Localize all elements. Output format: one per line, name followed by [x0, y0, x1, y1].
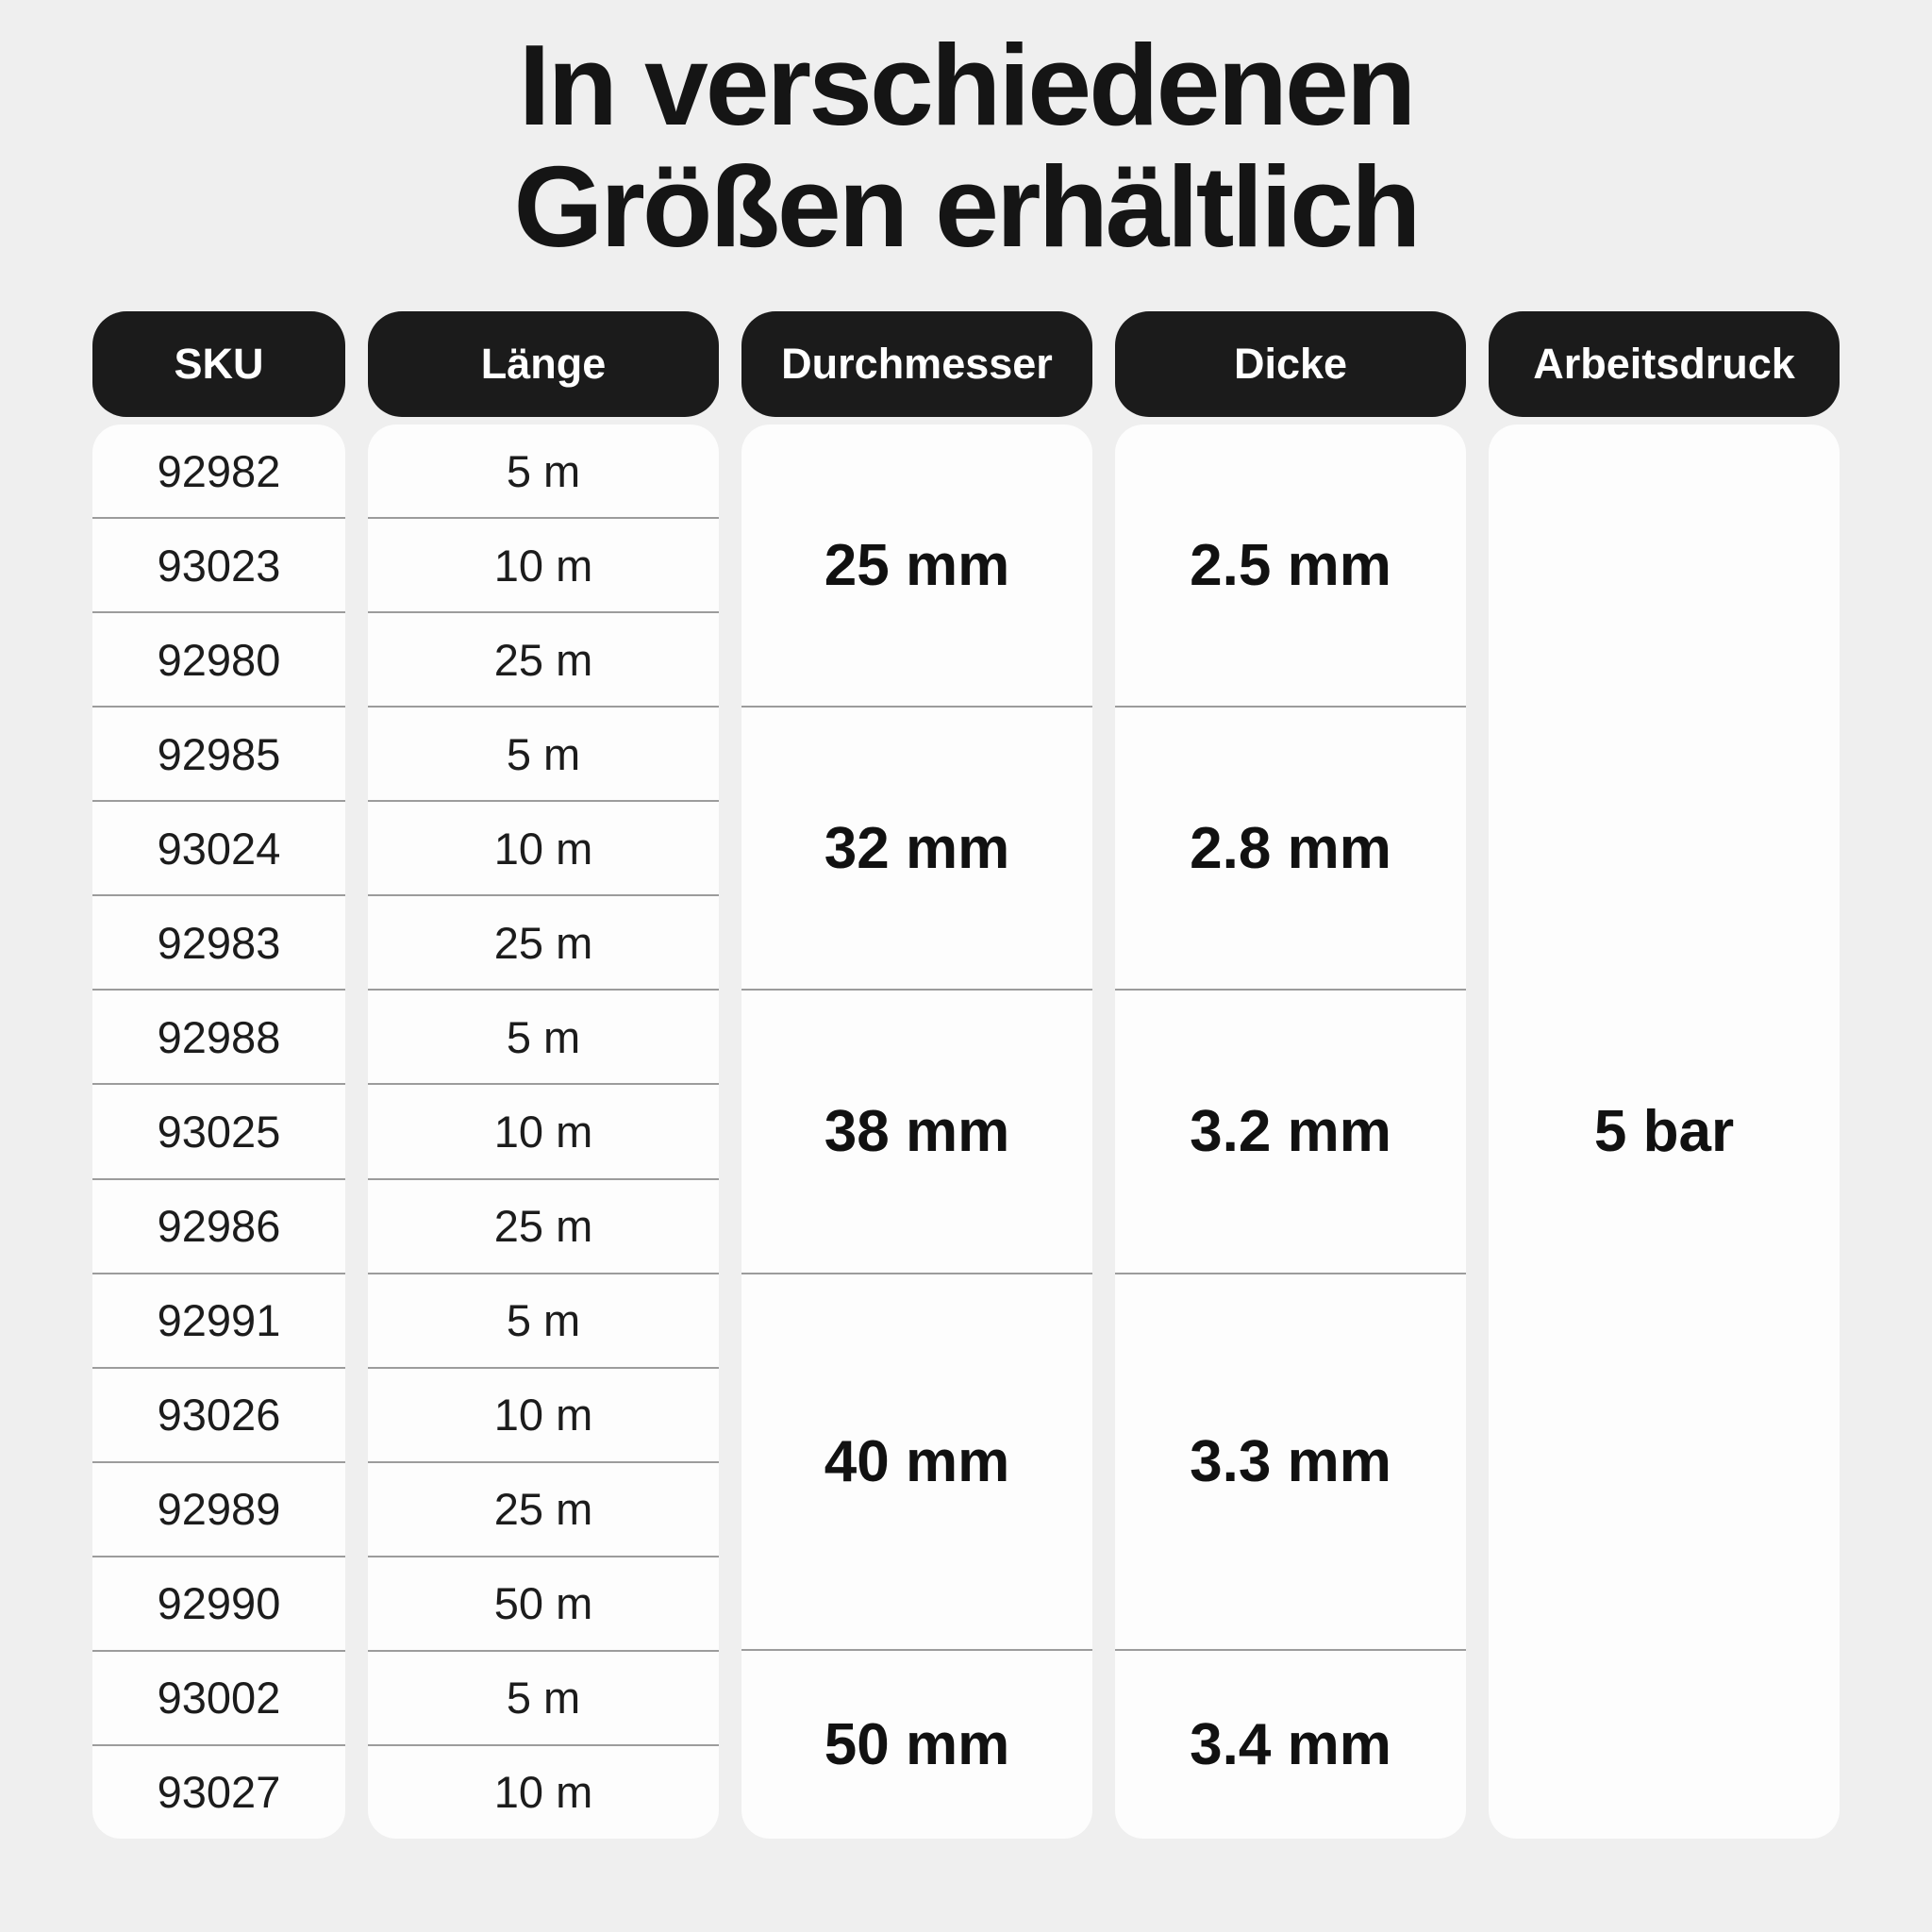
length-cell: 5 m	[368, 1652, 719, 1746]
pressure-column: 5 bar	[1489, 425, 1840, 1839]
sku-cell: 92991	[92, 1274, 345, 1369]
diameter-cell: 25 mm	[741, 425, 1092, 708]
column-header-laenge: Länge	[368, 311, 719, 417]
diameter-cell: 38 mm	[741, 991, 1092, 1274]
sku-cell: 92982	[92, 425, 345, 520]
length-cell: 5 m	[368, 708, 719, 803]
sku-cell: 92980	[92, 613, 345, 708]
page-title-line1: In verschiedenen	[518, 21, 1417, 149]
thickness-cell: 3.2 mm	[1115, 991, 1466, 1274]
column-header-sku: SKU	[92, 311, 345, 417]
sku-cell: 93025	[92, 1085, 345, 1180]
diameter-cell: 50 mm	[824, 1712, 1010, 1778]
length-cell: 5 m	[368, 425, 719, 520]
length-cell: 10 m	[368, 1085, 719, 1180]
sku-cell: 92988	[92, 991, 345, 1086]
sku-cell: 93002	[92, 1652, 345, 1746]
sku-cell: 93027	[157, 1767, 281, 1818]
sku-cell: 93026	[92, 1369, 345, 1463]
sku-cell: 92985	[92, 708, 345, 803]
sku-cell: 92983	[92, 896, 345, 991]
thickness-column: 2.5 mm 2.8 mm 3.2 mm 3.3 mm 3.4 mm	[1115, 425, 1466, 1839]
length-cell: 10 m	[493, 1767, 593, 1818]
length-cell: 10 m	[368, 1369, 719, 1463]
column-header-dicke-label: Dicke	[1233, 340, 1348, 388]
column-header-durchmesser-label: Durchmesser	[781, 340, 1053, 388]
sku-cell: 92986	[92, 1180, 345, 1274]
column-header-arbeitsdruck-label: Arbeitsdruck	[1533, 340, 1795, 388]
column-header-laenge-label: Länge	[480, 340, 607, 388]
sku-column: 92982 93023 92980 92985 93024 92983 9298…	[92, 425, 345, 1839]
page-title-line2: Größen erhältlich	[513, 142, 1421, 271]
length-cell: 5 m	[368, 1274, 719, 1369]
length-cell: 25 m	[368, 896, 719, 991]
length-cell: 25 m	[368, 1463, 719, 1557]
sku-cell: 92989	[92, 1463, 345, 1557]
length-cell: 10 m	[368, 519, 719, 614]
column-header-arbeitsdruck: Arbeitsdruck	[1489, 311, 1840, 417]
page-title: In verschiedenen Größen erhältlich	[0, 25, 1932, 268]
thickness-cell: 3.3 mm	[1115, 1274, 1466, 1652]
diameter-cell: 32 mm	[741, 708, 1092, 991]
column-header-sku-label: SKU	[174, 340, 264, 388]
length-cell: 50 m	[368, 1557, 719, 1652]
length-cell: 25 m	[368, 613, 719, 708]
length-column: 5 m 10 m 25 m 5 m 10 m 25 m 5 m 10 m 25 …	[368, 425, 719, 1839]
length-cell: 5 m	[368, 991, 719, 1086]
thickness-cell: 3.4 mm	[1190, 1712, 1391, 1778]
sku-cell: 93024	[92, 802, 345, 897]
pressure-cell: 5 bar	[1593, 1099, 1735, 1164]
thickness-cell: 2.8 mm	[1115, 708, 1466, 991]
column-header-dicke: Dicke	[1115, 311, 1466, 417]
thickness-cell: 2.5 mm	[1115, 425, 1466, 708]
sku-cell: 92990	[92, 1557, 345, 1652]
column-header-durchmesser: Durchmesser	[741, 311, 1092, 417]
diameter-cell: 40 mm	[741, 1274, 1092, 1652]
sku-cell: 93023	[92, 519, 345, 614]
length-cell: 10 m	[368, 802, 719, 897]
length-cell: 25 m	[368, 1180, 719, 1274]
size-table: SKU Länge Durchmesser Dicke Arbeitsdruck…	[92, 311, 1840, 1839]
diameter-column: 25 mm 32 mm 38 mm 40 mm 50 mm	[741, 425, 1092, 1839]
